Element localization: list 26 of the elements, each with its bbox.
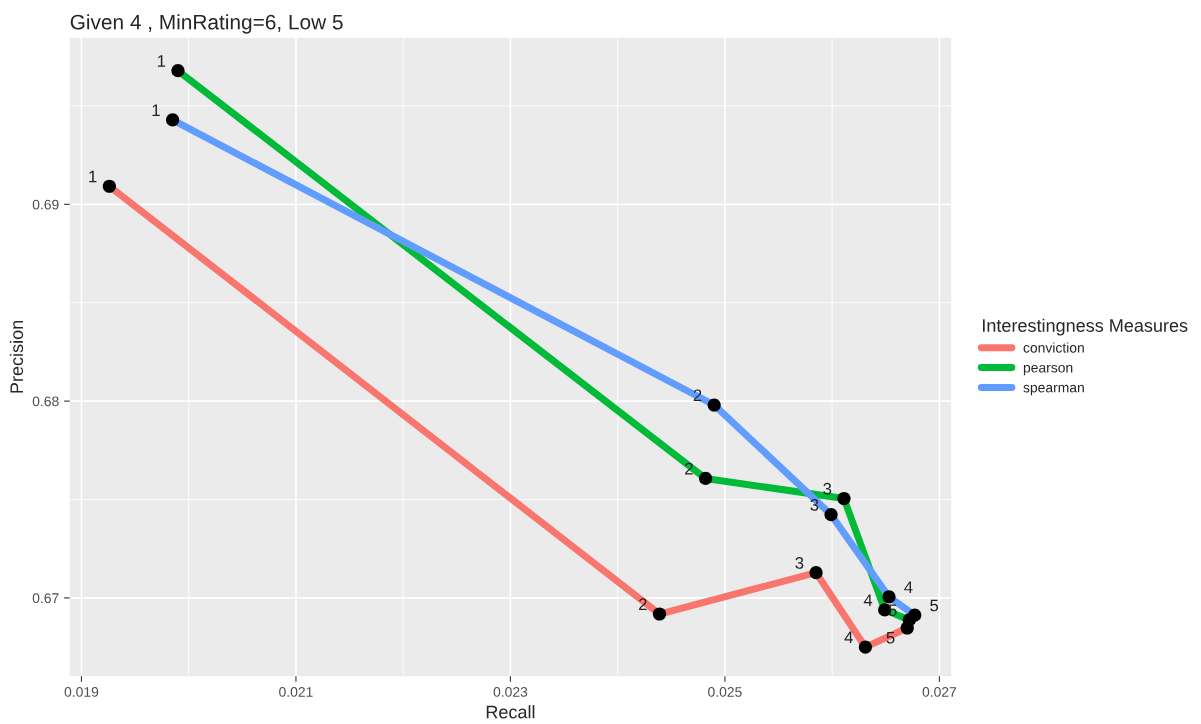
annotation: 1 <box>152 104 160 116</box>
annotation: 5 <box>930 599 939 612</box>
x-tick-label: 0.019 <box>64 687 99 697</box>
x-tick-label: 0.025 <box>708 687 742 697</box>
annotation: 3 <box>795 557 804 569</box>
x-tick-label: 0.021 <box>279 687 313 697</box>
annotation: 3 <box>823 482 832 495</box>
x-axis-title: Recall <box>486 705 535 719</box>
y-tick-label: 0.68 <box>32 396 59 407</box>
legend-label: pearson <box>1023 364 1073 376</box>
annotation: 1 <box>89 170 97 183</box>
annotation: 4 <box>863 594 873 606</box>
legend-label: conviction <box>1023 342 1084 353</box>
annotation: 4 <box>844 631 853 644</box>
annotation: 2 <box>693 389 702 402</box>
x-tick-label: 0.027 <box>922 687 957 697</box>
y-tick-label: 0.69 <box>32 199 59 210</box>
annotation: 4 <box>904 581 913 593</box>
legend-title: Interestingness Measures <box>982 318 1188 336</box>
legend-label: spearman <box>1023 384 1084 396</box>
y-tick-label: 0.67 <box>32 593 59 604</box>
annotation: 1 <box>157 55 166 67</box>
y-axis-title: Precision <box>9 320 24 393</box>
annotation: 5 <box>888 604 897 617</box>
x-tick-label: 0.023 <box>493 687 528 697</box>
chart-title: Given 4 , MinRating=6, Low 5 <box>70 14 343 34</box>
